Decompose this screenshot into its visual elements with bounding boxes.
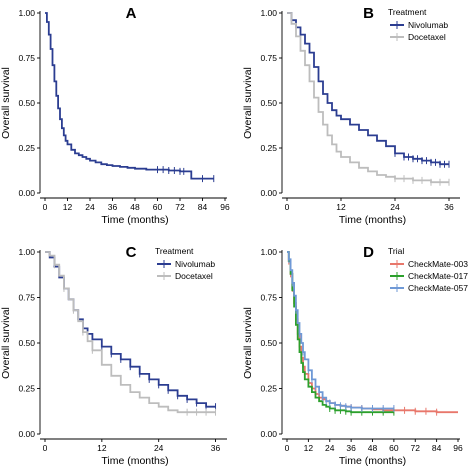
series-line-checkmate-017 bbox=[287, 251, 394, 414]
panel-a: 0.00 0.25 0.50 0.75 1.00 0 12 24 36 48 60 72 84 96 Tim… bbox=[0, 5, 230, 226]
x-tick-label: 48 bbox=[368, 443, 378, 453]
legend-label: CheckMate-003 bbox=[408, 259, 468, 269]
legend: Treatment Nivolumab Docetaxel bbox=[388, 7, 448, 42]
y-tick-label: 0.00 bbox=[18, 429, 35, 439]
x-tick-label: 12 bbox=[336, 202, 346, 212]
y-tick-label: 0.25 bbox=[260, 384, 277, 394]
x-tick-label: 12 bbox=[304, 443, 314, 453]
legend: Trial CheckMate-003 CheckMate-017 CheckMate… bbox=[388, 246, 468, 293]
legend-label: Nivolumab bbox=[175, 259, 215, 269]
y-axis-title: Overall survival bbox=[0, 67, 12, 139]
x-axis-title: Time (months) bbox=[101, 214, 168, 226]
x-tick-label: 0 bbox=[43, 202, 48, 212]
x-axis-title: Time (months) bbox=[339, 214, 406, 226]
legend-label: Docetaxel bbox=[408, 32, 446, 42]
y-tick-label: 0.25 bbox=[18, 143, 35, 153]
x-tick-label: 24 bbox=[325, 443, 335, 453]
y-axis-title: Overall survival bbox=[242, 307, 254, 379]
x-tick-label: 0 bbox=[43, 443, 48, 453]
legend-title: Treatment bbox=[388, 7, 427, 17]
legend-label: Docetaxel bbox=[175, 271, 213, 281]
y-tick-label: 0.00 bbox=[260, 188, 277, 198]
x-tick-label: 36 bbox=[444, 202, 454, 212]
panel-d: 0.00 0.25 0.50 0.75 1.00 0 12 24 36 48 60 72 84 96 Tim… bbox=[242, 244, 468, 467]
x-tick-label: 96 bbox=[453, 443, 463, 453]
x-tick-label: 12 bbox=[97, 443, 107, 453]
y-tick-label: 0.50 bbox=[18, 98, 35, 108]
legend-title: Trial bbox=[388, 246, 404, 256]
series-line-checkmate-057 bbox=[287, 251, 394, 410]
x-tick-label: 48 bbox=[130, 202, 140, 212]
x-tick-label: 60 bbox=[153, 202, 163, 212]
y-tick-label: 0.50 bbox=[18, 338, 35, 348]
legend-label: CheckMate-057 bbox=[408, 283, 468, 293]
x-tick-label: 12 bbox=[63, 202, 73, 212]
x-tick-label: 72 bbox=[411, 443, 421, 453]
panel-b: 0.00 0.25 0.50 0.75 1.00 0 12 24 36 Time (months)… bbox=[242, 5, 460, 226]
series-line-survival bbox=[45, 12, 214, 180]
legend: Treatment Nivolumab Docetaxel bbox=[155, 246, 215, 281]
y-tick-label: 0.25 bbox=[18, 384, 35, 394]
y-axis-title: Overall survival bbox=[0, 307, 12, 379]
x-tick-label: 0 bbox=[285, 202, 290, 212]
x-tick-label: 84 bbox=[432, 443, 442, 453]
y-tick-label: 1.00 bbox=[18, 8, 35, 18]
y-tick-label: 0.75 bbox=[260, 53, 277, 63]
legend-label: Nivolumab bbox=[408, 20, 448, 30]
legend-label: CheckMate-017 bbox=[408, 271, 468, 281]
y-tick-label: 1.00 bbox=[18, 247, 35, 257]
y-tick-label: 0.50 bbox=[260, 98, 277, 108]
y-tick-label: 0.75 bbox=[260, 293, 277, 303]
panel-letter: D bbox=[363, 244, 374, 261]
x-tick-label: 0 bbox=[285, 443, 290, 453]
y-tick-label: 1.00 bbox=[260, 247, 277, 257]
y-tick-label: 0.00 bbox=[260, 429, 277, 439]
y-tick-label: 0.50 bbox=[260, 338, 277, 348]
series-line-docetaxel bbox=[45, 251, 216, 414]
y-tick-label: 0.25 bbox=[260, 143, 277, 153]
legend-title: Treatment bbox=[155, 246, 194, 256]
y-tick-label: 0.75 bbox=[18, 53, 35, 63]
x-tick-label: 24 bbox=[390, 202, 400, 212]
x-tick-label: 96 bbox=[220, 202, 230, 212]
y-tick-label: 0.00 bbox=[18, 188, 35, 198]
y-tick-label: 0.75 bbox=[18, 293, 35, 303]
y-tick-label: 1.00 bbox=[260, 8, 277, 18]
x-tick-label: 60 bbox=[389, 443, 399, 453]
x-tick-label: 36 bbox=[346, 443, 356, 453]
x-tick-label: 24 bbox=[85, 202, 95, 212]
panel-letter: C bbox=[126, 244, 137, 261]
x-tick-label: 24 bbox=[154, 443, 164, 453]
x-tick-label: 36 bbox=[211, 443, 221, 453]
panel-letter: B bbox=[363, 5, 374, 22]
panel-c: 0.00 0.25 0.50 0.75 1.00 0 12 24 36 Time (months)… bbox=[0, 244, 227, 467]
x-tick-label: 84 bbox=[198, 202, 208, 212]
y-axis-title: Overall survival bbox=[242, 67, 254, 139]
x-axis-title: Time (months) bbox=[101, 455, 168, 467]
series-line-docetaxel bbox=[287, 12, 449, 184]
panel-letter: A bbox=[126, 5, 137, 22]
x-axis-title: Time (months) bbox=[339, 455, 406, 467]
x-tick-label: 36 bbox=[108, 202, 118, 212]
x-tick-label: 72 bbox=[175, 202, 185, 212]
